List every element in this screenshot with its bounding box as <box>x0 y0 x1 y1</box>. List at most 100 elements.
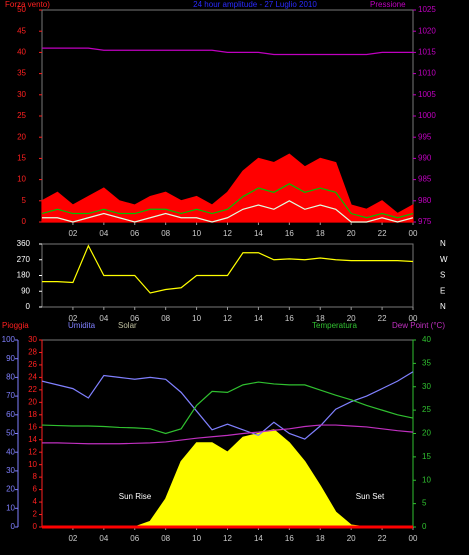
x-tick-label: 12 <box>223 314 232 323</box>
x-tick-label: 02 <box>68 314 77 323</box>
tick-label: 1020 <box>418 26 436 35</box>
series-line <box>42 244 414 294</box>
x-tick-label: 22 <box>378 534 387 543</box>
compass-label: S <box>440 271 445 280</box>
tick-label: 20 <box>6 485 15 494</box>
series-line <box>42 424 414 445</box>
tick-label: 20 <box>17 132 26 141</box>
tick-label: 90 <box>21 286 30 295</box>
x-tick-label: 18 <box>316 534 325 543</box>
x-tick-label: 16 <box>285 534 294 543</box>
tick-label: 0 <box>11 522 16 531</box>
tick-label: 26 <box>28 360 37 369</box>
wind-label: Forza vento) <box>5 0 50 9</box>
x-tick-label: 18 <box>316 314 325 323</box>
tick-label: 975 <box>418 217 432 226</box>
tick-label: 60 <box>6 410 15 419</box>
legend-label: Umidita <box>68 321 96 330</box>
x-tick-label: 00 <box>409 534 418 543</box>
x-tick-label: 14 <box>254 534 263 543</box>
tick-label: 20 <box>422 429 431 438</box>
tick-label: 5 <box>422 499 427 508</box>
tick-label: 2 <box>33 510 38 519</box>
x-tick-label: 18 <box>316 229 325 238</box>
tick-label: 270 <box>17 255 31 264</box>
x-tick-label: 20 <box>347 314 356 323</box>
tick-label: 30 <box>28 335 37 344</box>
tick-label: 14 <box>28 435 37 444</box>
tick-label: 0 <box>422 522 427 531</box>
series-line <box>41 371 414 440</box>
annotation: Sun Set <box>356 492 385 501</box>
x-tick-label: 10 <box>192 314 201 323</box>
tick-label: 5 <box>22 196 27 205</box>
x-tick-label: 08 <box>161 314 170 323</box>
tick-label: 35 <box>17 69 26 78</box>
tick-label: 40 <box>6 447 15 456</box>
legend-label: Dew Point (°C) <box>392 321 445 330</box>
x-tick-label: 02 <box>68 534 77 543</box>
chart-title: 24 hour amplitude - 27 Luglio 2010 <box>193 0 317 9</box>
tick-label: 12 <box>28 447 37 456</box>
legend-label: Pioggia <box>2 321 29 330</box>
tick-label: 4 <box>33 497 38 506</box>
tick-label: 0 <box>22 217 27 226</box>
x-tick-label: 12 <box>223 534 232 543</box>
x-tick-label: 04 <box>99 229 108 238</box>
tick-label: 16 <box>28 422 37 431</box>
legend-label: Solar <box>118 321 137 330</box>
tick-label: 1015 <box>418 48 436 57</box>
series-line <box>41 381 414 435</box>
tick-label: 1025 <box>418 5 436 14</box>
compass-label: W <box>440 255 448 264</box>
x-tick-label: 04 <box>99 534 108 543</box>
x-tick-label: 10 <box>192 534 201 543</box>
tick-label: 1000 <box>418 111 436 120</box>
x-tick-label: 22 <box>378 314 387 323</box>
series-line <box>41 183 414 219</box>
x-tick-label: 20 <box>347 229 356 238</box>
tick-label: 24 <box>28 373 37 382</box>
annotation: Sun Rise <box>119 492 152 501</box>
x-tick-label: 12 <box>223 229 232 238</box>
tick-label: 1005 <box>418 90 436 99</box>
tick-label: 50 <box>6 429 15 438</box>
tick-label: 50 <box>17 5 26 14</box>
x-tick-label: 20 <box>347 534 356 543</box>
x-tick-label: 08 <box>161 534 170 543</box>
x-tick-label: 14 <box>254 314 263 323</box>
tick-label: 70 <box>6 391 15 400</box>
tick-label: 985 <box>418 175 432 184</box>
tick-label: 980 <box>418 196 432 205</box>
x-tick-label: 06 <box>130 534 139 543</box>
tick-label: 40 <box>17 48 26 57</box>
tick-label: 995 <box>418 132 432 141</box>
compass-label: N <box>440 239 446 248</box>
compass-label: N <box>440 302 446 311</box>
legend-label: Temperatura <box>312 321 357 330</box>
series-line <box>42 200 414 223</box>
x-tick-label: 16 <box>285 314 294 323</box>
x-tick-label: 00 <box>409 314 418 323</box>
tick-label: 360 <box>17 239 31 248</box>
tick-label: 20 <box>28 397 37 406</box>
tick-label: 30 <box>17 90 26 99</box>
tick-label: 90 <box>6 354 15 363</box>
tick-label: 10 <box>6 503 15 512</box>
tick-label: 40 <box>422 335 431 344</box>
tick-label: 0 <box>26 302 31 311</box>
tick-label: 1010 <box>418 69 436 78</box>
tick-label: 25 <box>422 405 431 414</box>
tick-label: 30 <box>422 382 431 391</box>
x-tick-label: 16 <box>285 229 294 238</box>
x-tick-label: 06 <box>130 229 139 238</box>
x-tick-label: 00 <box>409 229 418 238</box>
tick-label: 22 <box>28 385 37 394</box>
tick-label: 35 <box>422 358 431 367</box>
x-tick-label: 10 <box>192 229 201 238</box>
tick-label: 25 <box>17 111 26 120</box>
x-tick-label: 04 <box>99 314 108 323</box>
x-tick-label: 06 <box>130 314 139 323</box>
tick-label: 15 <box>422 452 431 461</box>
